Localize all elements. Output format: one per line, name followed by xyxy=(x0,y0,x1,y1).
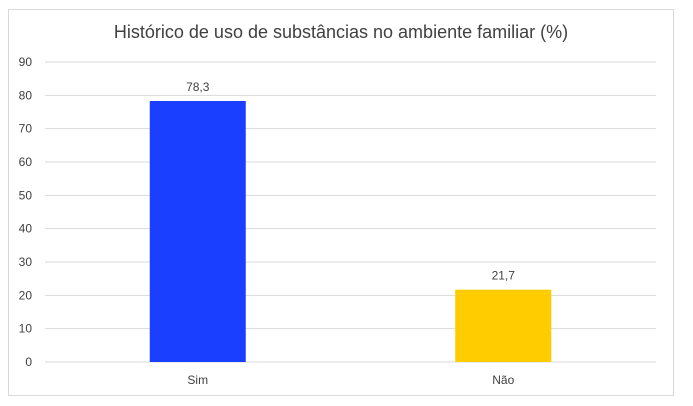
x-axis-categories: Sim Não xyxy=(187,373,514,387)
y-tick-label: 30 xyxy=(19,255,33,269)
y-tick-label: 0 xyxy=(25,355,32,369)
y-tick-label: 70 xyxy=(19,122,33,136)
y-axis-ticks: 0 10 20 30 40 50 60 70 80 90 xyxy=(19,55,33,369)
y-tick-label: 10 xyxy=(19,322,33,336)
data-label: 21,7 xyxy=(492,269,516,283)
gridlines xyxy=(45,61,656,363)
chart-frame xyxy=(8,9,674,396)
x-category-label: Não xyxy=(492,373,514,387)
y-tick-label: 40 xyxy=(19,222,33,236)
bar-n-o xyxy=(455,289,552,362)
bars xyxy=(149,101,552,362)
chart-title: Histórico de uso de substâncias no ambie… xyxy=(114,22,568,42)
y-tick-label: 60 xyxy=(19,155,33,169)
data-label: 78,3 xyxy=(186,80,210,94)
data-labels: 78,3 21,7 xyxy=(186,80,515,283)
bar-sim xyxy=(149,101,246,362)
x-category-label: Sim xyxy=(187,373,208,387)
y-tick-label: 20 xyxy=(19,288,33,302)
y-tick-label: 90 xyxy=(19,55,33,69)
y-tick-label: 50 xyxy=(19,188,33,202)
y-tick-label: 80 xyxy=(19,88,33,102)
